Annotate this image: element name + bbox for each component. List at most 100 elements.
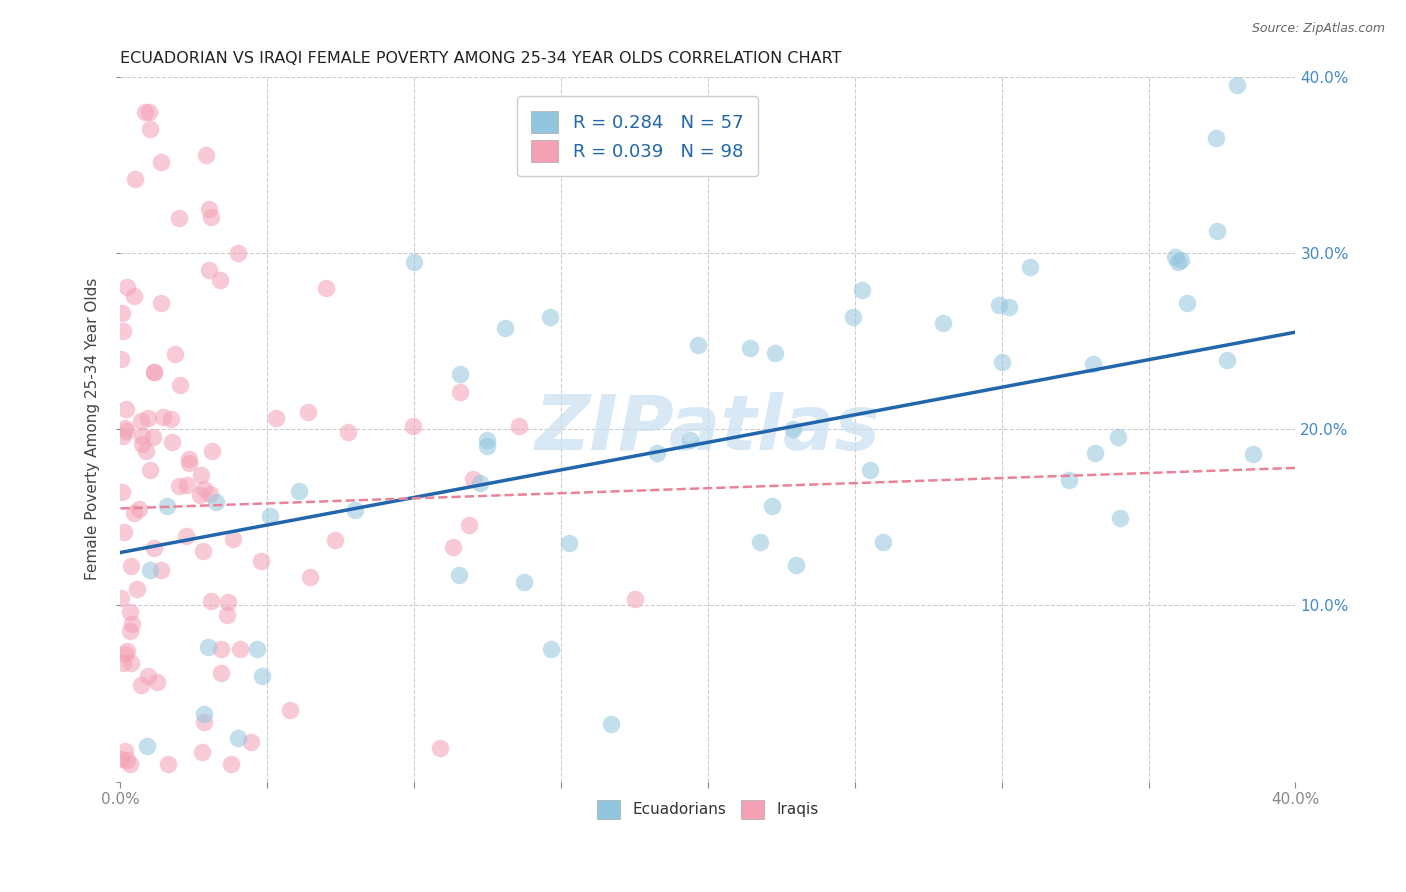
Point (143, 365, 166, 379)
Point (152, 410, 174, 425)
Point (600, 717, 623, 731)
Point (558, 536, 581, 550)
Point (117, 753, 139, 767)
Point (226, 245, 249, 260)
Point (117, 644, 139, 658)
Point (127, 582, 149, 597)
Point (139, 463, 162, 477)
Text: ECUADORIAN VS IRAQI FEMALE POVERTY AMONG 25-34 YEAR OLDS CORRELATION CHART: ECUADORIAN VS IRAQI FEMALE POVERTY AMONG… (121, 51, 842, 66)
Point (201, 443, 224, 458)
Point (209, 665, 232, 680)
Point (323, 533, 346, 547)
Point (111, 324, 134, 338)
Point (782, 422, 804, 436)
Point (344, 503, 367, 517)
Point (278, 703, 301, 717)
Point (1081, 357, 1104, 371)
Point (139, 122, 162, 136)
Point (402, 418, 425, 433)
Point (197, 640, 219, 655)
Point (139, 563, 162, 577)
Point (1215, 353, 1237, 368)
Point (128, 502, 150, 516)
Point (1167, 254, 1189, 268)
Point (990, 354, 1012, 368)
Point (219, 757, 242, 772)
Point (143, 541, 166, 555)
Point (193, 706, 215, 721)
Point (1109, 510, 1132, 524)
Point (135, 444, 157, 458)
Point (114, 424, 136, 438)
Point (167, 479, 190, 493)
Point (211, 642, 233, 657)
Point (872, 535, 894, 549)
Point (118, 757, 141, 772)
Point (458, 518, 481, 533)
Point (124, 506, 146, 520)
Point (157, 757, 180, 772)
Point (1084, 446, 1107, 460)
Point (159, 412, 181, 426)
Point (120, 656, 142, 670)
Point (121, 617, 143, 632)
Point (508, 418, 530, 433)
Point (624, 592, 647, 607)
Point (1057, 473, 1080, 487)
Point (645, 446, 668, 460)
Point (429, 741, 451, 756)
Point (120, 558, 142, 573)
Point (765, 346, 787, 360)
Point (761, 499, 783, 513)
Point (193, 482, 215, 496)
Point (197, 263, 219, 277)
Point (988, 298, 1011, 312)
Point (118, 605, 141, 619)
Point (477, 434, 499, 448)
Point (131, 437, 153, 451)
Point (138, 669, 160, 683)
Point (146, 675, 169, 690)
Point (110, 591, 132, 606)
Point (112, 429, 135, 443)
Point (124, 172, 146, 186)
Point (998, 300, 1021, 314)
Point (259, 509, 281, 524)
Point (174, 529, 197, 543)
Point (1170, 253, 1192, 268)
Point (114, 744, 136, 758)
Point (494, 321, 516, 335)
Point (160, 434, 183, 449)
Point (250, 554, 273, 568)
Point (1175, 296, 1198, 310)
Point (200, 210, 222, 224)
Point (150, 155, 173, 169)
Point (540, 642, 562, 657)
Point (449, 385, 471, 400)
Point (138, 104, 160, 119)
Point (851, 283, 873, 297)
Point (449, 568, 471, 582)
Point (538, 310, 561, 325)
Point (112, 525, 135, 540)
Point (195, 147, 218, 161)
Point (193, 715, 215, 730)
Point (688, 338, 710, 352)
Point (177, 456, 200, 470)
Point (142, 430, 165, 444)
Point (449, 367, 471, 381)
Point (748, 535, 770, 549)
Point (461, 472, 484, 486)
Point (131, 678, 153, 692)
Point (190, 467, 212, 482)
Point (149, 563, 172, 577)
Point (315, 281, 337, 295)
Point (200, 594, 222, 608)
Point (193, 544, 215, 558)
Point (441, 541, 464, 555)
Point (111, 484, 134, 499)
Point (110, 351, 132, 366)
Point (190, 488, 212, 502)
Point (208, 273, 231, 287)
Point (114, 421, 136, 435)
